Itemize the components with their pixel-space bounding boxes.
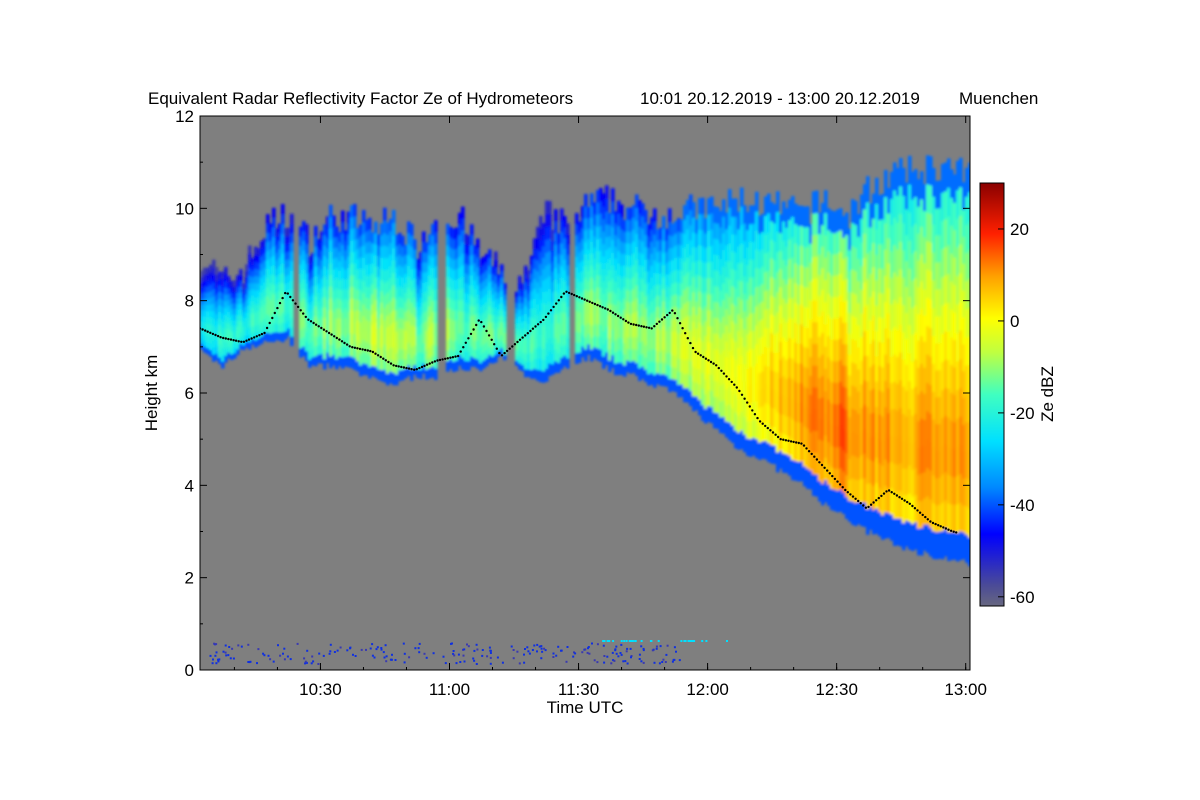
y-tick-label: 4 [185, 476, 194, 495]
y-tick-label: 6 [185, 384, 194, 403]
chart-location: Muenchen [959, 89, 1038, 108]
y-tick-label: 2 [185, 569, 194, 588]
colorbar-tick-label: -20 [1010, 404, 1035, 423]
chart-title: Equivalent Radar Reflectivity Factor Ze … [148, 89, 573, 108]
y-axis-label: Height km [142, 355, 161, 432]
y-tick-label: 12 [175, 107, 194, 126]
x-tick-label: 13:00 [944, 680, 987, 699]
x-tick-label: 11:30 [558, 680, 599, 699]
x-tick-label: 12:30 [815, 680, 858, 699]
y-tick-label: 8 [185, 292, 194, 311]
x-axis-label: Time UTC [547, 698, 624, 717]
x-tick-label: 12:00 [686, 680, 729, 699]
y-tick-label: 0 [185, 661, 194, 680]
colorbar [979, 182, 1005, 607]
colorbar-tick-label: 20 [1010, 220, 1029, 239]
reflectivity-heatmap [200, 155, 970, 567]
x-tick-label: 11:00 [429, 680, 470, 699]
x-tick-label: 10:30 [299, 680, 342, 699]
colorbar-ticks: 20 0 -20 -40 -60 [998, 220, 1035, 607]
colorbar-tick-label: -40 [1010, 496, 1035, 515]
axes: 10:30 11:00 11:30 12:00 12:30 13:00 0 2 4 6 8 10 12 [175, 107, 987, 699]
colorbar-label: Ze dBZ [1038, 366, 1057, 422]
colorbar-tick-label: 0 [1010, 312, 1019, 331]
y-tick-label: 10 [175, 199, 194, 218]
chart-time-range: 10:01 20.12.2019 - 13:00 20.12.2019 [640, 89, 920, 108]
ground-clutter-speckles [209, 640, 728, 665]
zero-degree-isotherm-line [200, 290, 958, 534]
colorbar-tick-label: -60 [1010, 588, 1035, 607]
